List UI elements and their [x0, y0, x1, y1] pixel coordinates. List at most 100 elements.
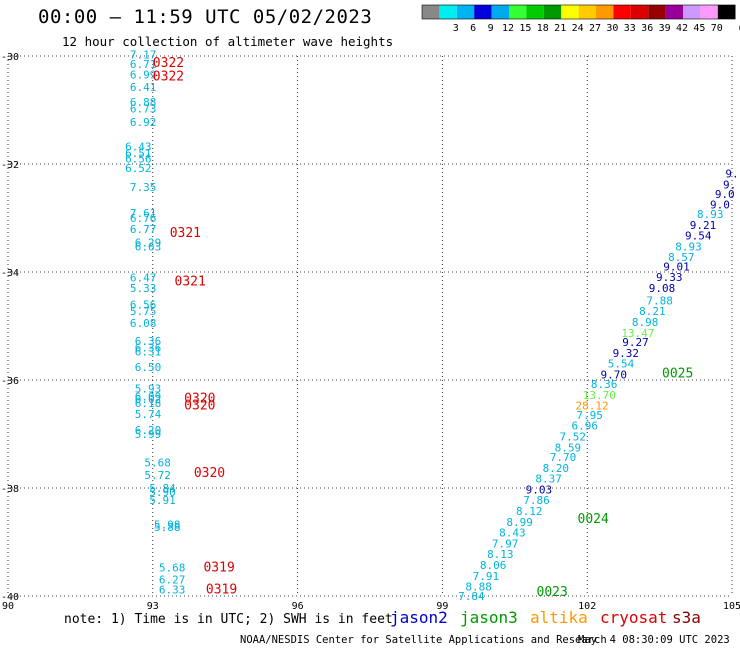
wave-height-point: 9.21 [690, 219, 717, 232]
wave-height-point: 8.93 [675, 240, 702, 253]
wave-height-point: 6.71 [130, 58, 157, 71]
wave-height-point: 6.63 [135, 240, 162, 253]
legend-swatch [613, 5, 631, 19]
wave-height-point: 9.33 [656, 271, 683, 284]
legend-swatch [509, 5, 527, 19]
y-tick-label: -36 [1, 376, 19, 387]
wave-height-point: 9.27 [622, 336, 649, 349]
time-label: 0320 [184, 399, 215, 414]
time-label: 0322 [153, 69, 184, 84]
wave-height-point: 8.12 [516, 505, 543, 518]
wave-height-point: 8.13 [487, 548, 514, 561]
wave-height-point: 5.84 [149, 482, 176, 495]
wave-height-point: 5.54 [608, 358, 635, 371]
wave-height-point: 8.59 [555, 441, 582, 454]
wave-height-point: 7.86 [523, 494, 550, 507]
legend-swatch [630, 5, 649, 19]
y-tick-label: -40 [1, 592, 19, 603]
time-label: 0024 [578, 512, 609, 527]
wave-height-point: 9.0 [710, 198, 730, 211]
wave-height-point: 9.01 [663, 260, 690, 273]
wave-height-point: 9. [723, 178, 736, 191]
page-title: 00:00 – 11:59 UTC 05/02/2023 [38, 6, 373, 28]
wave-height-point: 6.09 [135, 391, 162, 404]
wave-height-point: 6.51 [125, 147, 152, 160]
legend-swatch [456, 5, 475, 19]
wave-height-point: 7.35 [130, 181, 157, 194]
legend-tick-label: 3 [453, 23, 459, 34]
wave-height-point: 6.99 [130, 69, 157, 82]
legend-tick-label: 12 [502, 23, 514, 34]
wave-height-point: 6.36 [135, 335, 162, 348]
wave-height-point: 8.98 [632, 316, 659, 329]
credit-line: NOAA/NESDIS Center for Satellite Applica… [240, 634, 607, 646]
time-label: 0319 [203, 561, 234, 576]
time-label: 0320 [194, 466, 225, 481]
satellite-legend-altika: altika [530, 608, 588, 627]
x-tick-label: 102 [578, 601, 596, 610]
legend-tick-label: 33 [624, 23, 636, 34]
wave-height-point: 5.72 [144, 469, 171, 482]
wave-height-point: 8.99 [506, 516, 533, 529]
wave-height-point: 7.70 [550, 451, 577, 464]
time-label: 0023 [537, 585, 568, 600]
wave-height-point: 7.17 [130, 49, 157, 62]
wave-height-point: 8.20 [543, 462, 570, 475]
wave-height-point: 6.41 [130, 81, 157, 94]
wave-height-point: 6.31 [135, 346, 162, 359]
wave-height-point: 5.88 [154, 521, 181, 534]
satellite-legend-jason2: jason2 [390, 608, 448, 627]
wave-height-point: 7.91 [473, 570, 500, 583]
wave-height-point: 9.70 [600, 368, 627, 381]
x-tick-label: 96 [292, 601, 304, 610]
wave-height-point: 5.91 [149, 494, 176, 507]
wave-height-point: 8.06 [480, 559, 507, 572]
legend-tick-label: 6 [470, 23, 476, 34]
legend-tick-label: 21 [554, 23, 566, 34]
wave-height-point: 9. [725, 168, 738, 181]
time-label: 0321 [175, 275, 206, 290]
wave-height-point: 8.37 [535, 473, 562, 486]
footer-note: note: 1) Time is in UTC; 2) SWH is in fe… [64, 612, 393, 627]
legend-tick-label: 45 [693, 23, 705, 34]
satellite-legend-s3a: s3a [672, 608, 701, 627]
wave-height-point: 7.84 [458, 590, 485, 603]
x-tick-label: 90 [2, 601, 14, 610]
wave-height-point: 9.03 [526, 483, 553, 496]
wave-height-point: 6.20 [135, 424, 162, 437]
legend-tick-label: 39 [659, 23, 671, 34]
legend-tick-label: 30 [606, 23, 618, 34]
wave-height-point: 6.36 [135, 341, 162, 354]
wave-height-point: 8.57 [668, 251, 695, 264]
x-tick-label: 105 [723, 601, 740, 610]
legend-tick-label: 15 [519, 23, 531, 34]
wave-height-point: 6.47 [130, 272, 157, 285]
legend-tick-label: 24 [572, 23, 584, 34]
legend-swatch [474, 5, 492, 19]
wave-height-point: 6.77 [130, 223, 157, 236]
legend-tick-label: 18 [537, 23, 549, 34]
legend-swatch [543, 5, 562, 19]
y-tick-label: -32 [1, 160, 19, 171]
legend-unit: (ft) [737, 23, 740, 34]
wave-height-point: 8.43 [499, 527, 526, 540]
wave-height-point: 9.0 [715, 188, 735, 201]
wave-height-point: 6.56 [125, 152, 152, 165]
wave-height-point: 7.97 [492, 537, 519, 550]
wave-height-point: 5.33 [130, 282, 157, 295]
wave-height-point: 5.75 [130, 305, 157, 318]
legend-swatch [439, 5, 457, 19]
legend-tick-label: 70 [711, 23, 723, 34]
legend-tick-label: 27 [589, 23, 601, 34]
time-label: 0321 [170, 226, 201, 241]
legend-swatch [526, 5, 544, 19]
wave-height-point: 6.50 [135, 361, 162, 374]
wave-height-point: 5.98 [154, 519, 181, 532]
wave-height-point: 5.90 [149, 486, 176, 499]
legend-swatch [665, 5, 683, 19]
wave-height-point: 6.52 [125, 162, 152, 175]
generated-timestamp: May 4 08:30:09 UTC 2023 [578, 634, 730, 646]
wave-height-point: 8.36 [591, 378, 618, 391]
wave-height-point: 6.88 [130, 96, 157, 109]
